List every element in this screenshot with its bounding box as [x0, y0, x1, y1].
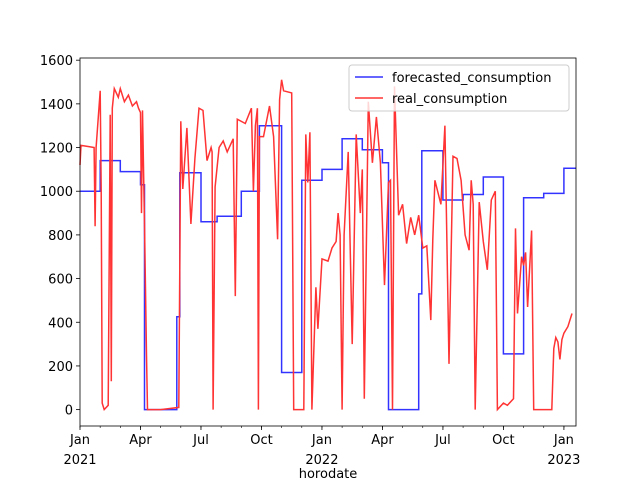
x-tick-label: Apr: [371, 433, 394, 448]
x-year-label: 2021: [63, 453, 96, 468]
y-tick-label: 600: [48, 273, 73, 288]
y-tick-label: 1600: [40, 54, 73, 69]
x-tick-label: Apr: [129, 433, 152, 448]
y-tick-label: 800: [48, 229, 73, 244]
legend-label: real_consumption: [392, 92, 507, 107]
series-line: [79, 79, 573, 412]
x-tick-label: Jan: [69, 433, 90, 448]
x-tick-label: Jan: [311, 433, 332, 448]
x-axis-label: horodate: [299, 467, 358, 480]
axes-frame: [79, 57, 577, 427]
x-tick-label: Jul: [192, 433, 209, 448]
x-tick-label: Oct: [492, 433, 514, 448]
series-line: [80, 124, 576, 411]
legend-label: forecasted_consumption: [392, 71, 552, 86]
y-tick-label: 1400: [40, 98, 73, 113]
legend-box: [348, 64, 570, 112]
y-tick-label: 400: [48, 316, 73, 331]
x-tick-label: Oct: [250, 433, 272, 448]
y-tick-label: 1200: [40, 142, 73, 157]
y-tick-label: 0: [65, 404, 73, 419]
x-year-label: 2023: [547, 453, 580, 468]
y-tick-label: 200: [48, 360, 73, 375]
x-tick-label: Jul: [434, 433, 451, 448]
y-tick-label: 1000: [40, 185, 73, 200]
x-tick-label: Jan: [553, 433, 574, 448]
x-year-label: 2022: [305, 453, 338, 468]
